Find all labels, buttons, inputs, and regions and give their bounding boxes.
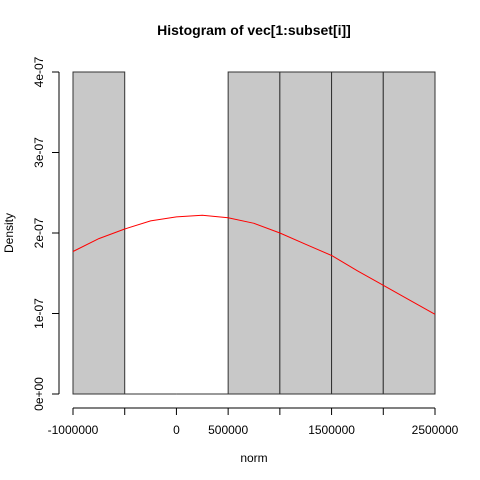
x-tick-label: -1000000 xyxy=(48,423,99,437)
x-axis-label: norm xyxy=(240,451,267,465)
x-tick-label: 0 xyxy=(173,423,180,437)
histogram-bar-4 xyxy=(279,71,333,395)
x-tick-label: 1500000 xyxy=(308,423,355,437)
chart-title: Histogram of vec[1:subset[i]] xyxy=(157,22,351,38)
y-tick-label: 4e-07 xyxy=(32,56,46,87)
histogram-bar-3 xyxy=(227,71,281,395)
x-tick-label: 2500000 xyxy=(412,423,459,437)
density-curve xyxy=(72,214,436,315)
y-axis-label: Density xyxy=(2,213,16,253)
histogram-bar-5 xyxy=(331,71,384,395)
histogram-bars xyxy=(72,71,436,395)
x-tick-label: 500000 xyxy=(208,423,248,437)
density-curve-layer xyxy=(72,214,436,315)
histogram-bar-6 xyxy=(382,71,436,395)
y-tick-label: 2e-07 xyxy=(32,217,46,248)
x-axis: -1000000 0 500000 1500000 2500000 xyxy=(48,407,459,437)
y-axis: 0e+00 1e-07 2e-07 3e-07 4e-07 xyxy=(32,56,60,411)
y-tick-label: 1e-07 xyxy=(32,298,46,329)
histogram-bar-0 xyxy=(72,71,126,395)
y-tick-label: 0e+00 xyxy=(32,377,46,411)
y-tick-label: 3e-07 xyxy=(32,137,46,168)
